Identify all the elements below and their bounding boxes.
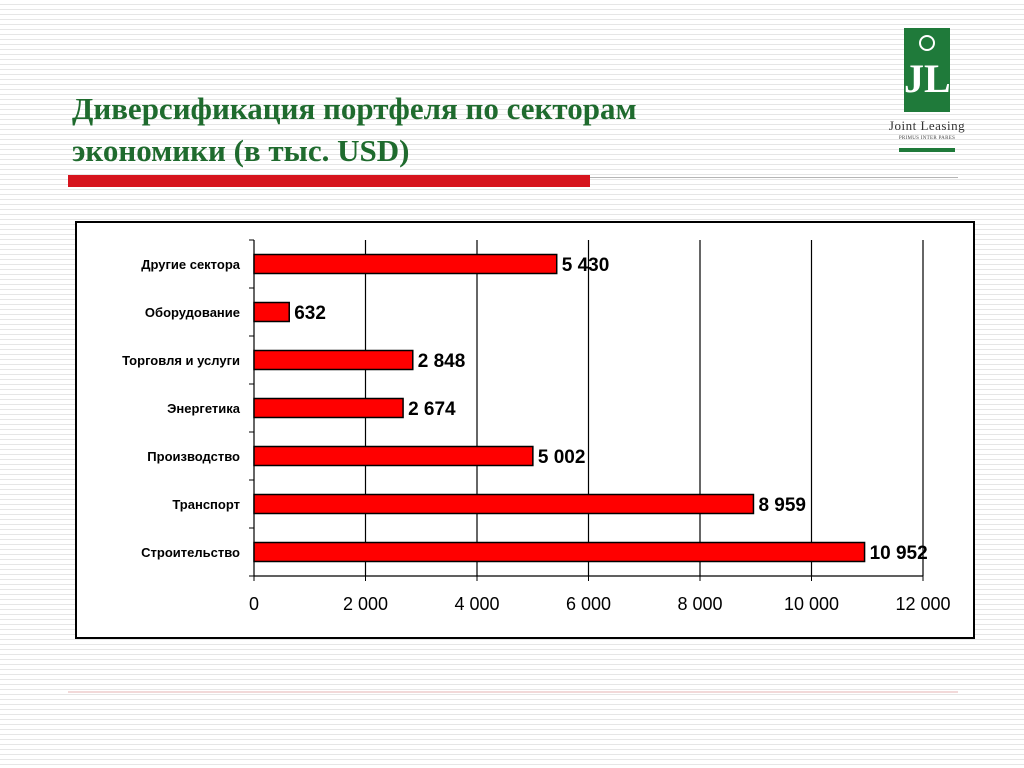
chart-frame: 0 2 000 4 000 6 000 8 000 10 000 12 000 Другие …: [75, 221, 975, 639]
bar: [253, 253, 558, 275]
joint-leasing-logo: JL Joint Leasing PRIMUS INTER PARES: [872, 28, 982, 158]
logo-letters: JL: [904, 56, 951, 101]
data-label: 5 002: [538, 447, 586, 468]
data-label: 632: [294, 303, 326, 324]
bar: [253, 349, 414, 371]
logo-underline: [899, 148, 955, 152]
data-label: 8 959: [758, 495, 806, 516]
footer-divider: [68, 691, 958, 693]
data-label: 10 952: [870, 543, 928, 564]
bar: [253, 397, 404, 419]
category-label: Транспорт: [172, 497, 240, 512]
bar: [253, 301, 290, 323]
category-label: Оборудование: [145, 305, 240, 320]
x-tick-label: 8 000: [677, 594, 722, 614]
x-tick-label: 10 000: [784, 594, 839, 614]
bar: [253, 541, 866, 563]
slide-title: Диверсификация портфеля по секторам экон…: [72, 88, 792, 172]
data-label: 2 848: [418, 351, 466, 372]
x-tick-label: 2 000: [343, 594, 388, 614]
data-label: 5 430: [562, 255, 610, 276]
logo-mark: JL: [904, 28, 951, 112]
category-label: Энергетика: [167, 401, 241, 416]
x-tick-label: 0: [249, 594, 259, 614]
data-label: 2 674: [408, 399, 456, 420]
bar: [253, 493, 755, 515]
x-tick-label: 6 000: [566, 594, 611, 614]
bar: [253, 445, 534, 467]
logo-emblem-icon: [919, 35, 935, 51]
slide-title-line-2: экономики (в тыс. USD): [72, 133, 410, 168]
category-label: Торговля и услуги: [122, 353, 240, 368]
x-tick-label: 4 000: [454, 594, 499, 614]
slide-title-line-1: Диверсификация портфеля по секторам: [72, 91, 637, 126]
category-label: Строительство: [141, 545, 240, 560]
category-label: Производство: [147, 449, 240, 464]
logo-motto: PRIMUS INTER PARES: [898, 136, 956, 141]
title-accent-bar: [68, 175, 590, 187]
bar-chart: 0 2 000 4 000 6 000 8 000 10 000 12 000 Другие …: [122, 239, 951, 614]
x-tick-label: 12 000: [895, 594, 950, 614]
logo-company-name: Joint Leasing: [888, 118, 966, 133]
category-label: Другие сектора: [141, 257, 241, 272]
